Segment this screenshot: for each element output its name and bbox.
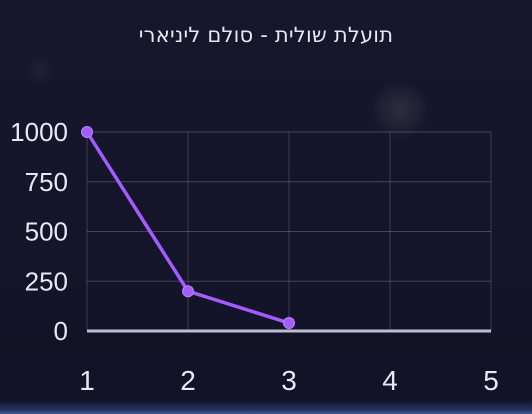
x-tick-label-1: 1 bbox=[79, 365, 95, 396]
bottom-highlight-band bbox=[0, 400, 532, 414]
x-tick-label-3: 3 bbox=[281, 365, 297, 396]
y-tick-label-750: 750 bbox=[25, 167, 68, 197]
x-tick-label-4: 4 bbox=[382, 365, 398, 396]
x-tick-label-5: 5 bbox=[483, 365, 499, 396]
data-point-1 bbox=[81, 126, 93, 138]
y-tick-label-250: 250 bbox=[25, 266, 68, 296]
chart-title: תועלת שולית - סולם ליניארי bbox=[138, 23, 394, 47]
y-tick-label-500: 500 bbox=[25, 217, 68, 247]
y-tick-label-1000: 1000 bbox=[10, 117, 68, 147]
data-point-2 bbox=[182, 285, 194, 298]
x-tick-label-2: 2 bbox=[180, 365, 196, 396]
data-point-3 bbox=[283, 317, 295, 330]
y-tick-label-0: 0 bbox=[54, 316, 68, 346]
